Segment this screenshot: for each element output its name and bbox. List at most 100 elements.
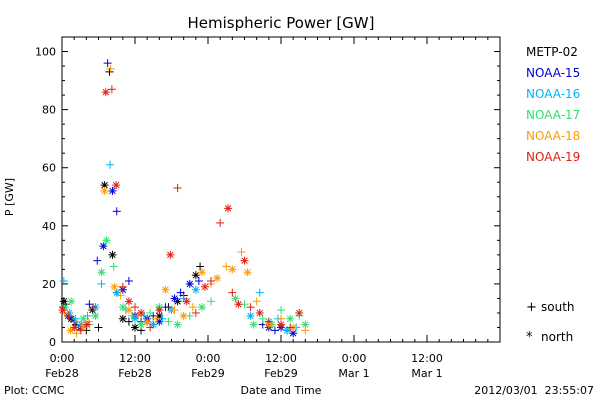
marker-stroke xyxy=(174,321,181,328)
y-tick-label: 100 xyxy=(35,46,56,59)
data-point-south xyxy=(194,277,203,285)
marker-stroke xyxy=(101,181,108,189)
data-point-north xyxy=(191,271,200,280)
data-point-north xyxy=(99,242,108,251)
data-point-north xyxy=(66,326,75,335)
marker-stroke xyxy=(102,88,110,96)
marker-stroke xyxy=(125,306,133,314)
x-tick-label-time: 12:00 xyxy=(119,352,151,365)
data-point-north xyxy=(67,297,76,306)
marker-stroke xyxy=(229,266,236,273)
data-point-north xyxy=(65,308,74,317)
y-axis-label: P [GW] xyxy=(3,178,16,216)
data-point-north xyxy=(143,317,152,326)
marker-stroke xyxy=(109,187,116,195)
data-point-south xyxy=(73,317,82,326)
data-point-south xyxy=(196,262,205,271)
marker-stroke xyxy=(235,301,242,308)
marker-stroke xyxy=(98,269,105,276)
data-point-north xyxy=(131,323,139,332)
marker-stroke xyxy=(111,283,118,291)
data-point-south xyxy=(277,306,285,315)
data-point-north xyxy=(224,204,233,213)
data-point-north xyxy=(170,294,179,303)
marker-stroke xyxy=(198,303,206,311)
data-point-south xyxy=(146,323,155,332)
data-point-south xyxy=(124,317,133,326)
data-point-south xyxy=(109,262,118,271)
data-point-south xyxy=(170,306,179,315)
x-tick-label-date: Feb28 xyxy=(45,367,78,380)
data-point-north xyxy=(286,314,295,323)
legend-entry: NOAA-16 xyxy=(526,87,580,101)
marker-stroke xyxy=(67,327,74,334)
marker-stroke xyxy=(80,315,87,322)
marker-stroke xyxy=(156,318,163,325)
x-axis-label: Date and Time xyxy=(241,384,322,397)
data-point-north xyxy=(197,268,206,277)
x-tick-label-time: 0:00 xyxy=(50,352,75,365)
marker-stroke xyxy=(247,312,254,320)
x-tick-label-time: 0:00 xyxy=(342,352,367,365)
x-tick-label-date: Mar 1 xyxy=(338,367,369,380)
data-point-south xyxy=(93,256,102,265)
marker-stroke xyxy=(67,315,75,322)
data-point-south xyxy=(216,218,225,227)
data-point-north xyxy=(191,285,200,294)
marker-stroke xyxy=(186,280,193,288)
marker-stroke xyxy=(192,286,200,293)
data-point-south xyxy=(228,288,237,297)
data-point-north xyxy=(82,320,91,329)
marker-stroke xyxy=(183,298,190,305)
marker-stroke xyxy=(92,312,99,320)
data-point-south xyxy=(106,64,115,73)
data-point-south xyxy=(94,323,103,332)
data-point-north xyxy=(110,282,119,291)
data-point-north xyxy=(240,256,249,265)
data-point-south xyxy=(270,326,279,335)
marker-stroke xyxy=(59,306,66,314)
data-point-south xyxy=(64,311,73,320)
data-point-south xyxy=(255,288,264,297)
data-point-south xyxy=(124,277,133,285)
y-tick-label: 20 xyxy=(42,278,56,291)
y-tick-label: 0 xyxy=(49,336,56,349)
data-point-south xyxy=(103,59,112,68)
marker-stroke xyxy=(277,321,285,328)
marker-stroke xyxy=(103,237,110,244)
marker-stroke xyxy=(125,298,133,305)
data-point-south xyxy=(237,247,246,256)
marker-stroke xyxy=(241,257,248,264)
data-point-south xyxy=(83,311,92,320)
data-point-south xyxy=(116,291,125,300)
legend-entry: NOAA-18 xyxy=(526,129,580,143)
data-point-north xyxy=(185,279,194,288)
data-point-south xyxy=(252,297,261,306)
data-point-north xyxy=(301,320,310,329)
marker-stroke xyxy=(112,181,120,189)
x-axis: 0:00 Feb28 12:00 Feb28 0:00 Feb29 12:00 Feb29 0:… xyxy=(45,37,489,380)
marker-stroke xyxy=(171,295,178,302)
legend-entry: NOAA-19 xyxy=(526,150,580,164)
data-point-south xyxy=(131,303,139,312)
marker-stroke xyxy=(113,289,120,296)
plot-area xyxy=(61,36,501,343)
data-point-south xyxy=(173,184,182,193)
data-point-north xyxy=(161,285,170,294)
footer-timestamp: 2012/03/01 23:55:07 xyxy=(474,384,594,397)
data-point-north xyxy=(234,300,243,309)
data-point-south xyxy=(301,326,310,335)
marker-stroke xyxy=(224,205,232,212)
marker-stroke xyxy=(244,269,251,276)
data-point-north xyxy=(79,314,88,323)
data-point-north xyxy=(137,320,146,329)
x-tick-label-date: Feb28 xyxy=(118,367,151,380)
data-point-north xyxy=(102,236,111,245)
data-point-north xyxy=(197,303,206,312)
marker-key: + south * north xyxy=(526,300,575,345)
data-point-north xyxy=(155,306,164,315)
data-point-north xyxy=(70,323,79,332)
x-tick-label-date: Feb29 xyxy=(264,367,297,380)
marker-stroke xyxy=(180,312,187,320)
